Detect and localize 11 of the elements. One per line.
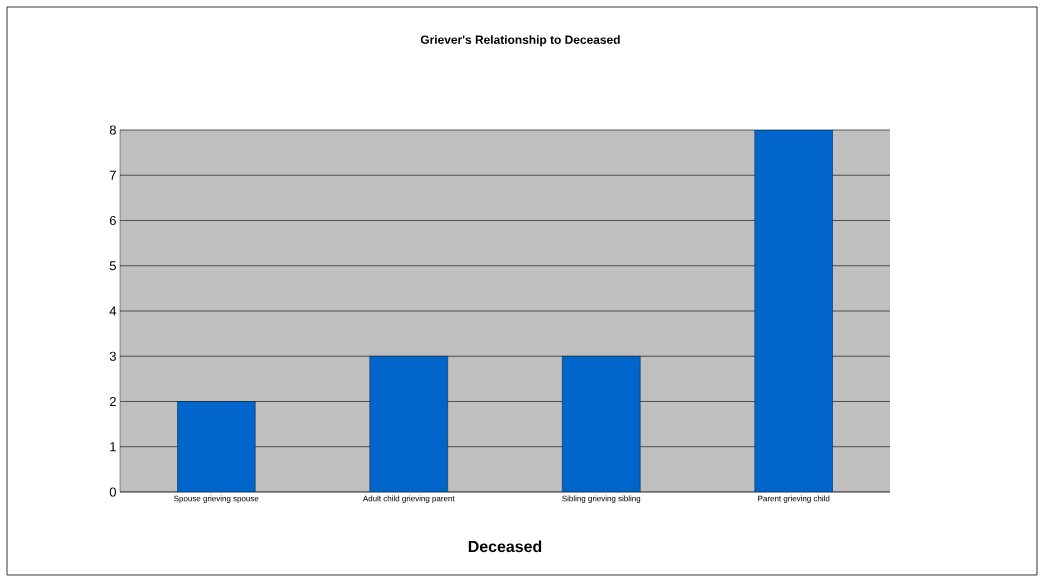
x-axis-title: Deceased <box>468 540 542 553</box>
chart-title: Griever's Relationship to Deceased <box>420 35 620 47</box>
y-tick-label: 5 <box>109 261 116 271</box>
y-tick-label: 4 <box>109 306 117 316</box>
y-tick-label: 1 <box>110 442 116 452</box>
y-tick-label: 7 <box>109 170 116 180</box>
y-tick-label: 2 <box>109 396 116 407</box>
y-tick-label: 8 <box>109 125 116 135</box>
y-tick-label: 3 <box>109 351 116 361</box>
y-tick-label: 0 <box>109 487 116 497</box>
y-tick-label: 6 <box>109 215 116 226</box>
